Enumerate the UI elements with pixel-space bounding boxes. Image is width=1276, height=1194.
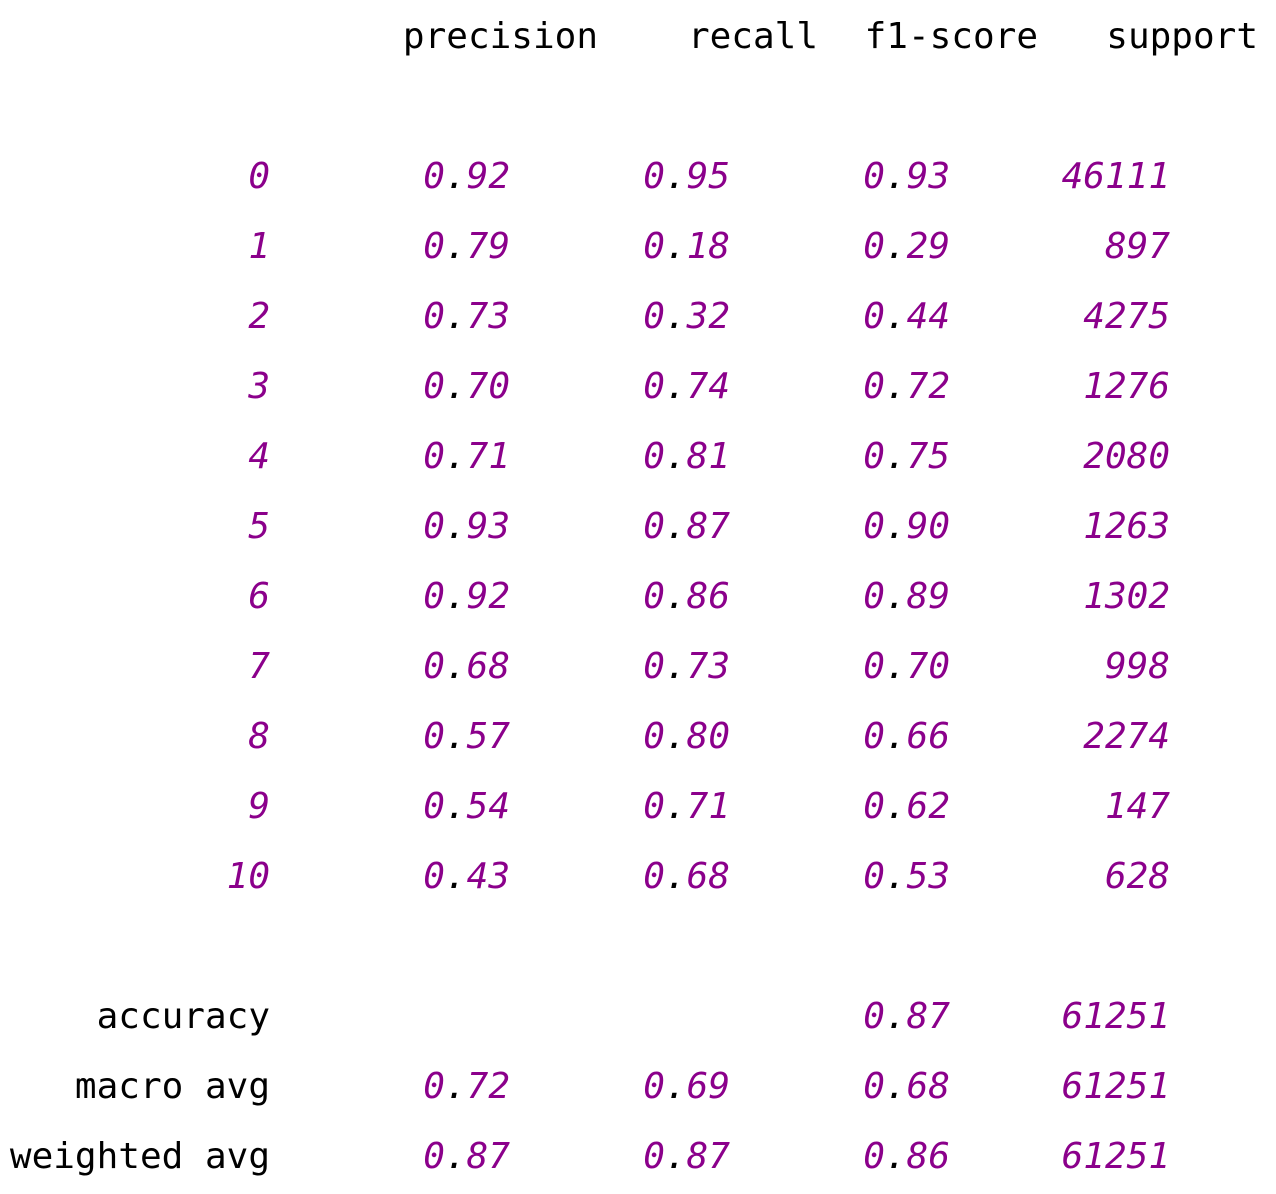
metric-value: 0.32 [643, 296, 730, 337]
column-header: support [1106, 16, 1258, 57]
metric-value: 2274 [1083, 716, 1170, 757]
metric-value: 0.86 [863, 1136, 950, 1177]
metric-value: 0.93 [423, 506, 510, 547]
class-label: 7 [248, 646, 270, 687]
metric-value: 0.95 [643, 156, 730, 197]
metric-value: 0.66 [863, 716, 950, 757]
metric-value: 147 [1104, 786, 1170, 827]
summary-label: weighted avg [9, 1136, 270, 1177]
metric-value: 1263 [1083, 506, 1170, 547]
class-label: 8 [248, 716, 270, 757]
metric-value: 0.18 [643, 226, 730, 267]
metric-value: 0.75 [863, 436, 950, 477]
class-label: 9 [248, 786, 270, 827]
metric-value: 0.69 [643, 1066, 730, 1107]
metric-value: 0.73 [423, 296, 510, 337]
metric-value: 1276 [1083, 366, 1170, 407]
class-label: 1 [248, 226, 270, 267]
class-label: 4 [248, 436, 270, 477]
metric-value: 0.73 [643, 646, 730, 687]
class-label: 5 [248, 506, 270, 547]
metric-value: 0.87 [643, 1136, 730, 1177]
metric-value: 0.87 [863, 996, 950, 1037]
metric-value: 0.71 [423, 436, 510, 477]
metric-value: 0.86 [643, 576, 730, 617]
metric-value: 0.92 [423, 576, 510, 617]
metric-value: 0.71 [643, 786, 730, 827]
metric-value: 998 [1104, 646, 1170, 687]
metric-value: 897 [1104, 226, 1170, 267]
metric-value: 0.87 [423, 1136, 510, 1177]
metric-value: 1302 [1083, 576, 1170, 617]
metric-value: 0.79 [423, 226, 510, 267]
summary-label: accuracy [96, 996, 270, 1037]
metric-value: 0.62 [863, 786, 950, 827]
metric-value: 0.81 [643, 436, 730, 477]
class-label: 0 [248, 156, 270, 197]
column-header: recall [687, 16, 818, 57]
metric-value: 0.87 [643, 506, 730, 547]
metric-value: 0.53 [863, 856, 950, 897]
summary-label: macro avg [74, 1066, 270, 1107]
metric-value: 628 [1104, 856, 1170, 897]
metric-value: 0.93 [863, 156, 950, 197]
metric-value: 0.57 [423, 716, 510, 757]
metric-value: 61251 [1061, 1066, 1170, 1107]
column-header: f1-score [864, 16, 1038, 57]
metric-value: 0.80 [643, 716, 730, 757]
metric-value: 46111 [1061, 156, 1170, 197]
metric-value: 4275 [1083, 296, 1170, 337]
metric-value: 0.70 [863, 646, 950, 687]
metric-value: 61251 [1061, 1136, 1170, 1177]
metric-value: 0.68 [423, 646, 510, 687]
metric-value: 0.68 [643, 856, 730, 897]
metric-value: 0.68 [863, 1066, 950, 1107]
metric-value: 0.54 [423, 786, 510, 827]
metric-value: 2080 [1083, 436, 1170, 477]
column-header: precision [402, 16, 598, 57]
class-label: 10 [226, 856, 270, 897]
metric-value: 0.70 [423, 366, 510, 407]
metric-value: 0.43 [423, 856, 510, 897]
class-label: 2 [248, 296, 270, 337]
class-label: 3 [248, 366, 270, 407]
metric-value: 0.74 [643, 366, 730, 407]
metric-value: 0.89 [863, 576, 950, 617]
metric-value: 0.90 [863, 506, 950, 547]
metric-value: 0.72 [863, 366, 950, 407]
class-label: 6 [248, 576, 270, 617]
metric-value: 0.44 [863, 296, 950, 337]
metric-value: 0.29 [863, 226, 950, 267]
metric-value: 0.72 [423, 1066, 510, 1107]
metric-value: 61251 [1061, 996, 1170, 1037]
metric-value: 0.92 [423, 156, 510, 197]
